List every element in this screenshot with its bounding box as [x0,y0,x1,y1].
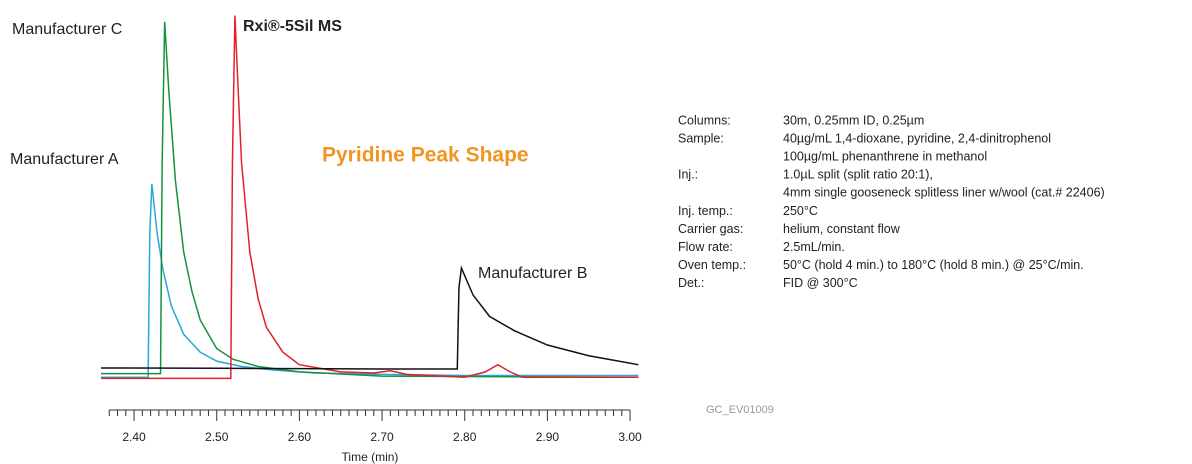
chart-title: Pyridine Peak Shape [322,144,529,167]
condition-value: 4mm single gooseneck splitless liner w/w… [783,186,1105,200]
condition-value: 40µg/mL 1,4-dioxane, pyridine, 2,4-dinit… [783,131,1051,145]
condition-value: helium, constant flow [783,222,901,236]
condition-label: Sample: [678,131,724,145]
condition-label: Inj. temp.: [678,204,733,218]
condition-value: 2.5mL/min. [783,240,845,254]
x-tick-label: 2.50 [205,430,229,444]
series-label: Manufacturer C [12,21,122,38]
series-line [101,15,639,380]
series-label: Manufacturer B [478,265,587,282]
condition-value: 250°C [783,204,818,218]
series-line [101,21,639,379]
x-tick-label: 3.00 [618,430,642,444]
condition-label: Carrier gas: [678,222,743,236]
series-line [100,265,639,370]
condition-value: 50°C (hold 4 min.) to 180°C (hold 8 min.… [783,258,1084,272]
condition-label: Oven temp.: [678,258,746,272]
x-tick-label: 2.90 [536,430,560,444]
series-label: Manufacturer A [10,151,119,168]
x-tick-label: 2.60 [288,430,312,444]
series-label: Rxi®-5Sil MS [243,18,342,35]
figure-code: GC_EV01009 [706,404,774,416]
condition-value: 1.0µL split (split ratio 20:1), [783,168,933,182]
x-axis-label: Time (min) [342,450,399,464]
x-tick-label: 2.40 [122,430,146,444]
x-tick-label: 2.80 [453,430,477,444]
condition-value: FID @ 300°C [783,276,858,290]
condition-label: Columns: [678,113,731,127]
condition-value: 100µg/mL phenanthrene in methanol [783,149,987,163]
condition-value: 30m, 0.25mm ID, 0.25µm [783,113,924,127]
condition-label: Flow rate: [678,240,733,254]
condition-label: Det.: [678,276,704,290]
condition-label: Inj.: [678,168,698,182]
x-tick-label: 2.70 [370,430,394,444]
